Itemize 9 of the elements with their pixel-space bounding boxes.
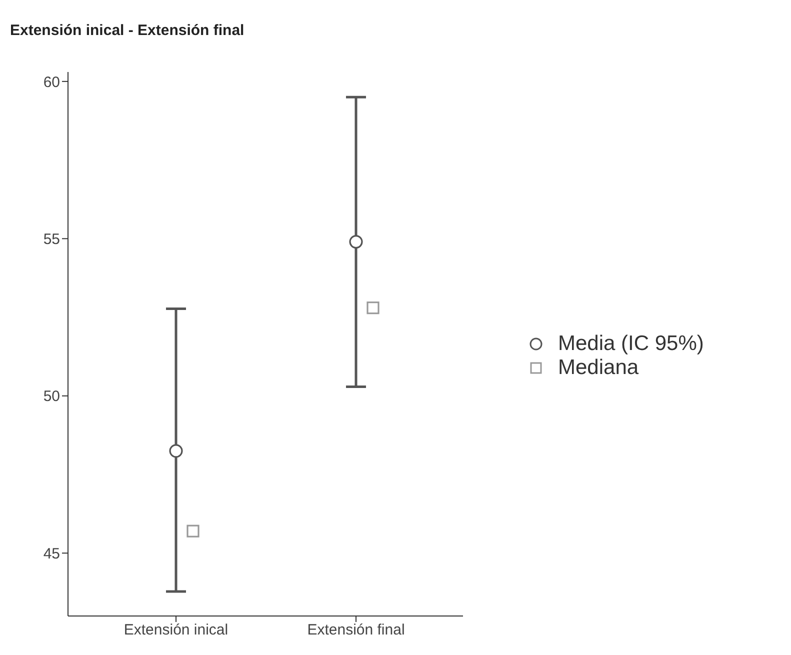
y-tick-label: 50: [43, 388, 60, 406]
legend-label: Mediana: [558, 356, 639, 380]
chart-title: Extensión inical - Extensión final: [10, 22, 244, 39]
y-tick-label: 60: [43, 74, 60, 91]
y-tick-label: 45: [43, 545, 60, 562]
y-tick-label: 55: [43, 230, 60, 248]
legend-label: Media (IC 95%): [558, 332, 704, 356]
x-tick-label: Extensión final: [307, 622, 405, 639]
x-tick-label: Extensión inical: [124, 622, 228, 639]
